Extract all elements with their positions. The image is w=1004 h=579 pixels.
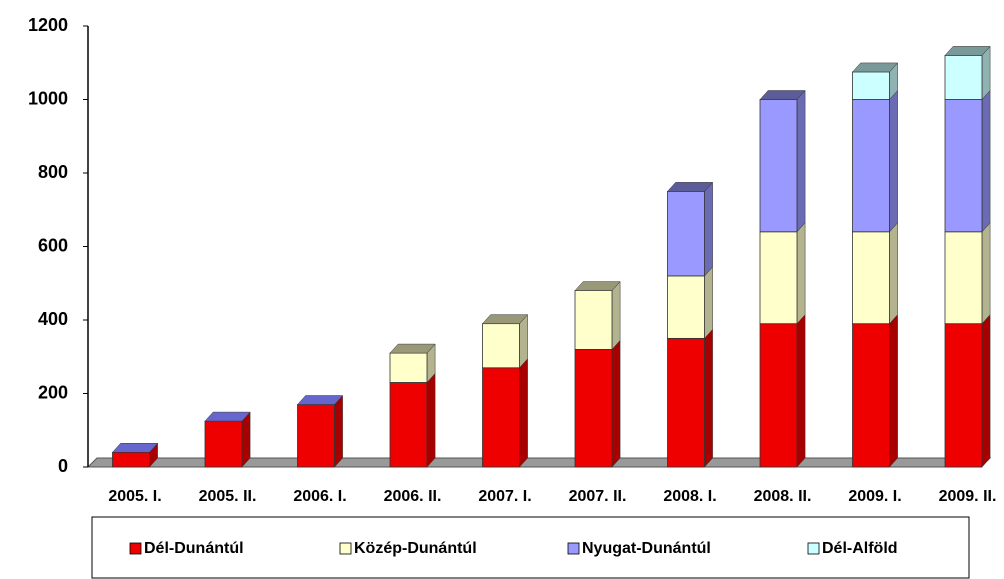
y-tick-label: 1000 — [28, 88, 68, 108]
bar-side — [704, 328, 713, 468]
bar — [482, 367, 520, 468]
bar — [297, 404, 335, 468]
bar — [667, 337, 705, 468]
bar-side — [426, 372, 436, 468]
bar-side — [981, 222, 991, 325]
bar-top — [481, 314, 529, 324]
bar-side — [889, 89, 898, 233]
y-tick-label: 0 — [58, 456, 68, 476]
bar-side — [241, 411, 251, 468]
x-tick-label: 2007. I. — [478, 488, 531, 505]
bar — [667, 275, 705, 339]
bar — [759, 323, 798, 468]
x-tick-label: 2009. II. — [939, 488, 997, 505]
bar-top — [851, 62, 899, 73]
y-tick-label: 800 — [38, 162, 68, 182]
legend-swatch — [129, 542, 142, 555]
bar — [574, 348, 613, 468]
y-tick-label: 1200 — [28, 15, 68, 35]
bar-side — [796, 222, 806, 325]
y-tick-label: 200 — [38, 382, 68, 402]
x-tick-label: 2007. II. — [569, 488, 627, 505]
bar — [852, 71, 890, 100]
bar — [389, 382, 428, 468]
bar-top — [296, 395, 344, 405]
x-tick-label: 2005. I. — [108, 488, 161, 505]
x-tick-label: 2008. II. — [754, 488, 812, 505]
bar — [204, 420, 243, 468]
bar — [389, 352, 428, 383]
bar-side — [981, 89, 991, 233]
bar — [852, 231, 890, 325]
y-tick-label: 600 — [38, 235, 68, 255]
bar-side — [334, 394, 343, 468]
bar-side — [704, 181, 713, 277]
bar-side — [889, 314, 898, 468]
bar — [482, 323, 520, 369]
bar — [667, 190, 705, 277]
legend-swatch — [567, 542, 580, 555]
legend-swatch — [807, 542, 820, 555]
bar-side — [796, 314, 806, 468]
bar — [112, 451, 150, 468]
bar — [944, 55, 983, 100]
legend-label: Dél-Alföld — [822, 540, 898, 557]
bar-top — [111, 443, 159, 453]
legend-swatch — [339, 542, 352, 555]
x-tick-label: 2006. II. — [384, 488, 442, 505]
bar-side — [611, 280, 621, 351]
bar-top — [759, 90, 806, 100]
legend-box — [91, 516, 970, 579]
bar — [944, 99, 983, 233]
bar — [852, 99, 890, 233]
bar — [944, 231, 983, 325]
legend-label: Dél-Dunántúl — [144, 540, 244, 557]
legend-label: Nyugat-Dunántúl — [582, 540, 711, 557]
bar-side — [519, 358, 528, 468]
bar-side — [796, 89, 806, 233]
x-tick-label: 2008. I. — [663, 488, 716, 505]
bar-top — [389, 343, 436, 354]
y-tick-label: 400 — [38, 309, 68, 329]
bar — [574, 290, 613, 350]
legend-label: Közép-Dunántúl — [354, 540, 477, 557]
bar-top — [944, 46, 991, 56]
bar-top — [204, 411, 251, 422]
bar-top — [666, 182, 714, 192]
x-tick-label: 2009. I. — [848, 488, 901, 505]
bar-side — [981, 314, 991, 468]
bar — [759, 99, 798, 233]
bar-side — [704, 266, 713, 340]
bar — [852, 323, 890, 468]
x-tick-label: 2006. I. — [293, 488, 346, 505]
bar-top — [574, 281, 621, 291]
x-tick-label: 2005. II. — [199, 488, 257, 505]
bar — [759, 231, 798, 325]
bar-side — [611, 339, 621, 468]
bar-side — [889, 222, 898, 325]
bar — [944, 323, 983, 468]
